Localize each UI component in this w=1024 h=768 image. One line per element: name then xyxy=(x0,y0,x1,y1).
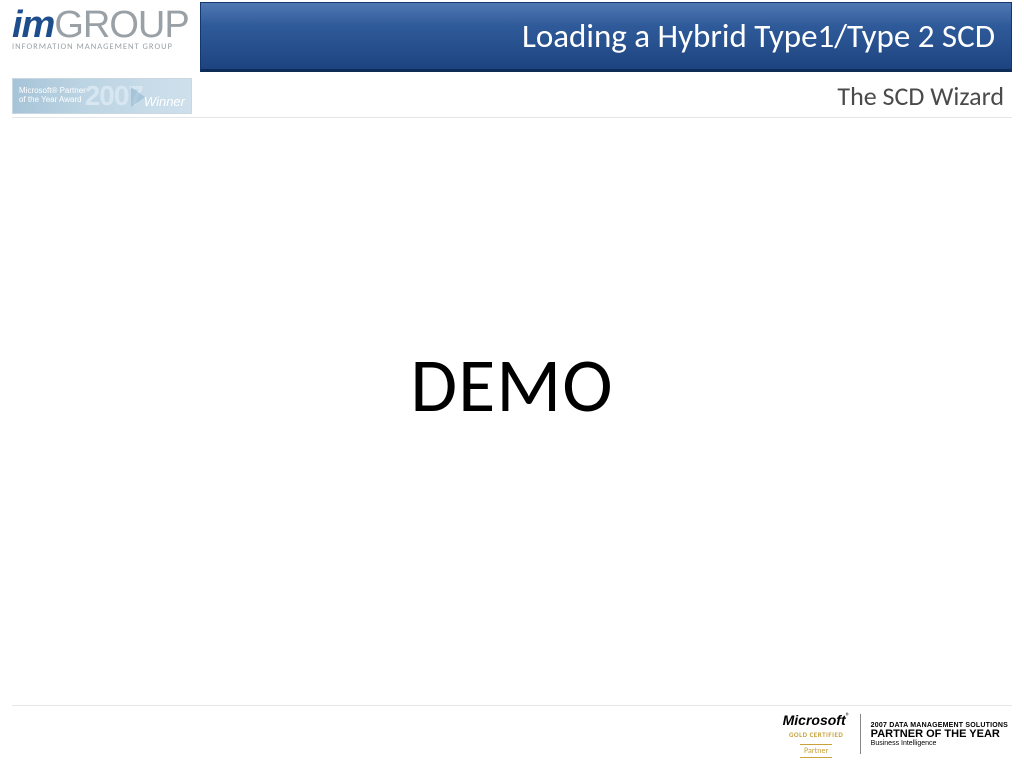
vertical-divider xyxy=(860,714,861,754)
demo-heading: DEMO xyxy=(0,340,1024,432)
slide-subtitle: The SCD Wizard xyxy=(837,80,1004,112)
award-badge: Microsoft® Partner of the Year Award 200… xyxy=(12,78,192,114)
microsoft-word: Microsoft xyxy=(783,712,846,728)
logo-tagline: INFORMATION MANAGEMENT GROUP xyxy=(12,42,200,52)
slide: imGROUP INFORMATION MANAGEMENT GROUP Loa… xyxy=(0,0,1024,768)
chevron-right-icon xyxy=(131,87,145,107)
award-text: Microsoft® Partner of the Year Award xyxy=(13,87,86,105)
partner-of-the-year-badge: 2007 DATA MANAGEMENT SOLUTIONS PARTNER O… xyxy=(871,722,1008,747)
logo-bold: im xyxy=(12,4,54,46)
company-logo: imGROUP INFORMATION MANAGEMENT GROUP xyxy=(12,6,200,68)
partner-label: Partner xyxy=(800,744,832,758)
gold-certified-label: GOLD CERTIFIED xyxy=(783,730,850,739)
award-winner-label: Winner xyxy=(144,94,185,109)
footer-divider xyxy=(12,705,1012,706)
microsoft-certified-badge: Microsoft® GOLD CERTIFIED Partner xyxy=(783,711,850,758)
logo-text: imGROUP xyxy=(12,6,200,44)
logo-light: GROUP xyxy=(54,4,188,46)
poty-mid: PARTNER OF THE YEAR xyxy=(871,729,1008,740)
poty-bottom: Business Intelligence xyxy=(871,740,1008,747)
title-bar: Loading a Hybrid Type1/Type 2 SCD xyxy=(200,2,1012,72)
registered-icon: ® xyxy=(846,711,850,721)
footer: Microsoft® GOLD CERTIFIED Partner 2007 D… xyxy=(783,710,1008,758)
award-line2: of the Year Award xyxy=(19,96,86,105)
microsoft-name: Microsoft® xyxy=(783,711,850,730)
slide-title: Loading a Hybrid Type1/Type 2 SCD xyxy=(522,16,995,56)
subtitle-row: Microsoft® Partner of the Year Award 200… xyxy=(12,76,1012,118)
